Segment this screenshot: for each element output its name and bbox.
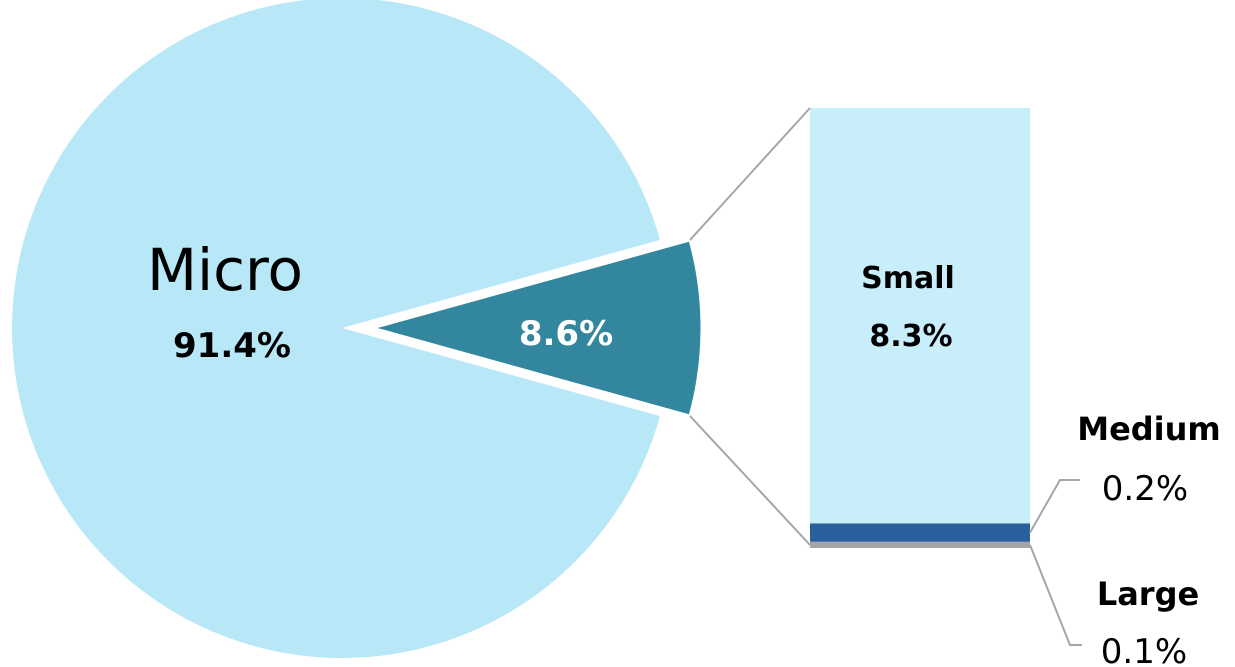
label-micro-name: Micro: [147, 236, 303, 304]
label-small-name: Small: [861, 261, 955, 296]
label-other-pct: 8.6%: [519, 314, 613, 354]
label-large-pct: 0.1%: [1101, 632, 1187, 667]
bar-segment-large: [810, 541, 1030, 548]
pie-slice-other: [366, 238, 704, 418]
label-micro-pct: 91.4%: [173, 326, 291, 366]
label-small-pct: 8.3%: [869, 319, 952, 354]
leader-large: [1029, 544, 1082, 646]
connector-bottom: [689, 415, 811, 546]
bar-segment-small: [810, 108, 1030, 524]
bar-segment-medium: [810, 523, 1030, 542]
breakdown-bar: [810, 108, 1030, 548]
leader-medium: [1029, 479, 1080, 534]
pie-slice-micro: [12, 0, 661, 658]
label-medium-name: Medium: [1077, 410, 1221, 448]
connector-top: [689, 107, 811, 241]
pie: [12, 0, 704, 658]
label-medium-pct: 0.2%: [1102, 469, 1188, 509]
connector-lines: [689, 107, 1082, 646]
label-large-name: Large: [1097, 575, 1199, 613]
